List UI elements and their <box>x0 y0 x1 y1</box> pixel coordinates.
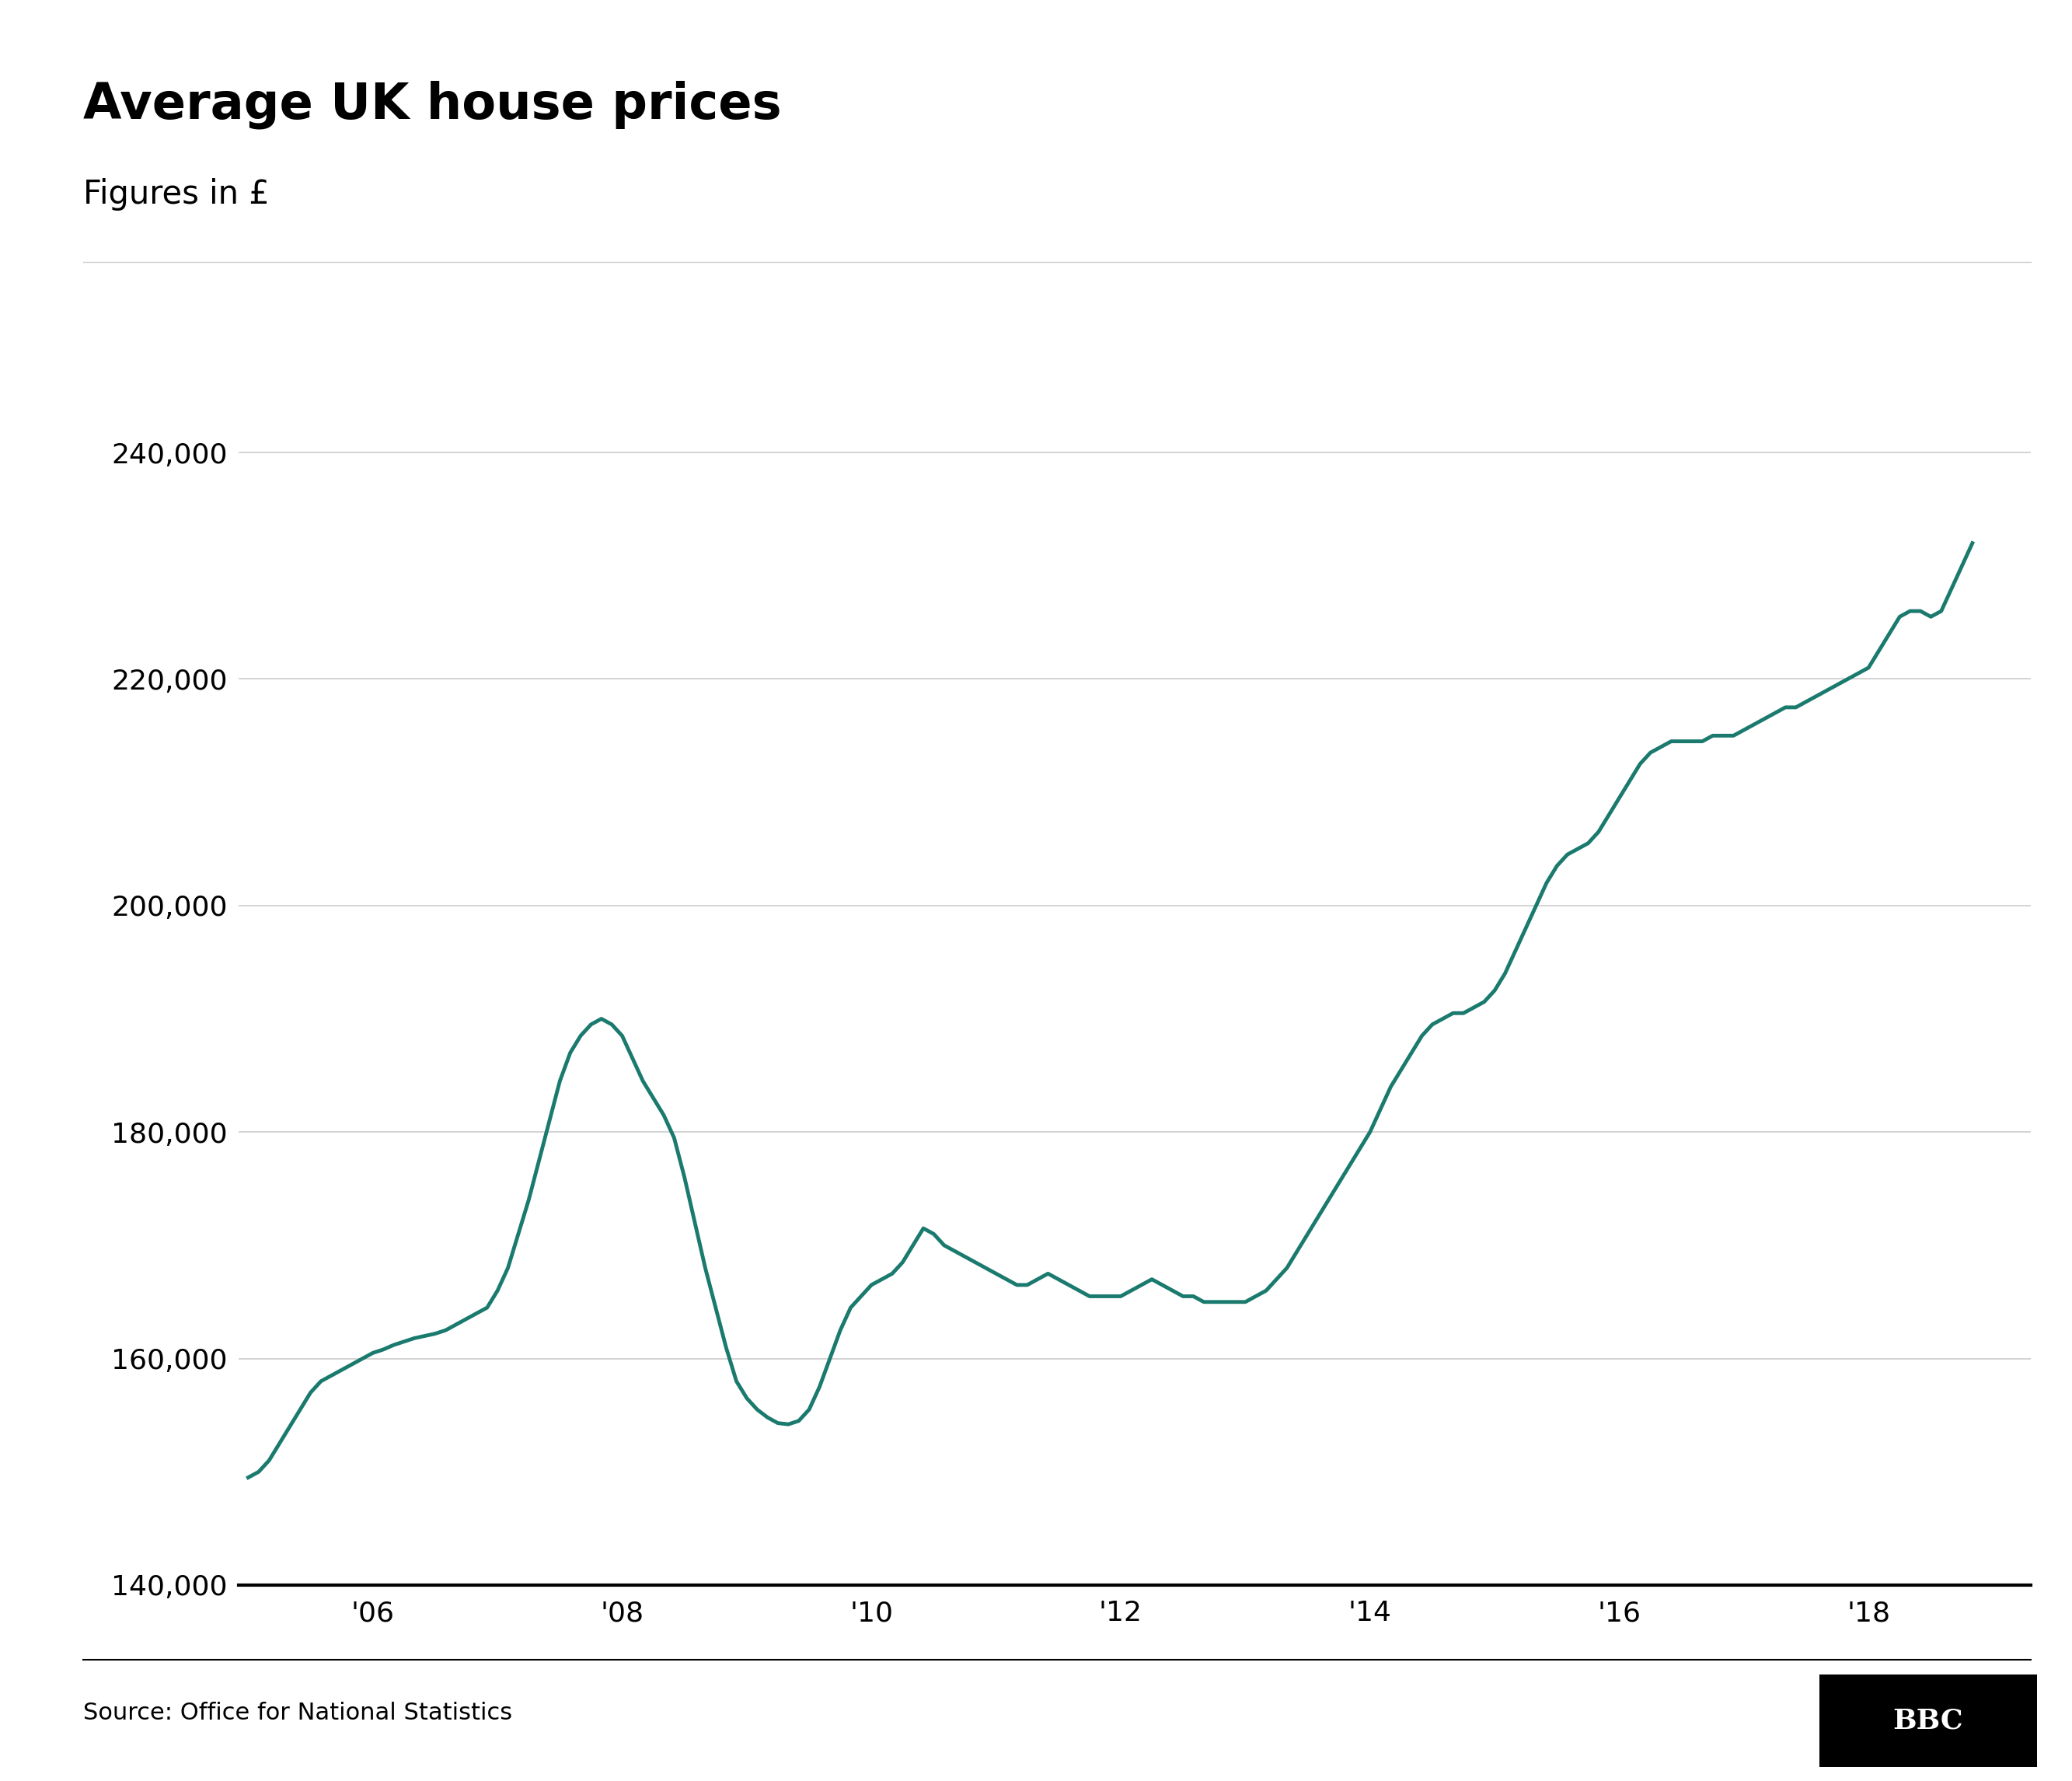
Text: Figures in £: Figures in £ <box>83 178 269 210</box>
Text: Source: Office for National Statistics: Source: Office for National Statistics <box>83 1703 512 1724</box>
Text: Average UK house prices: Average UK house prices <box>83 80 781 128</box>
Text: BBC: BBC <box>1894 1708 1962 1733</box>
